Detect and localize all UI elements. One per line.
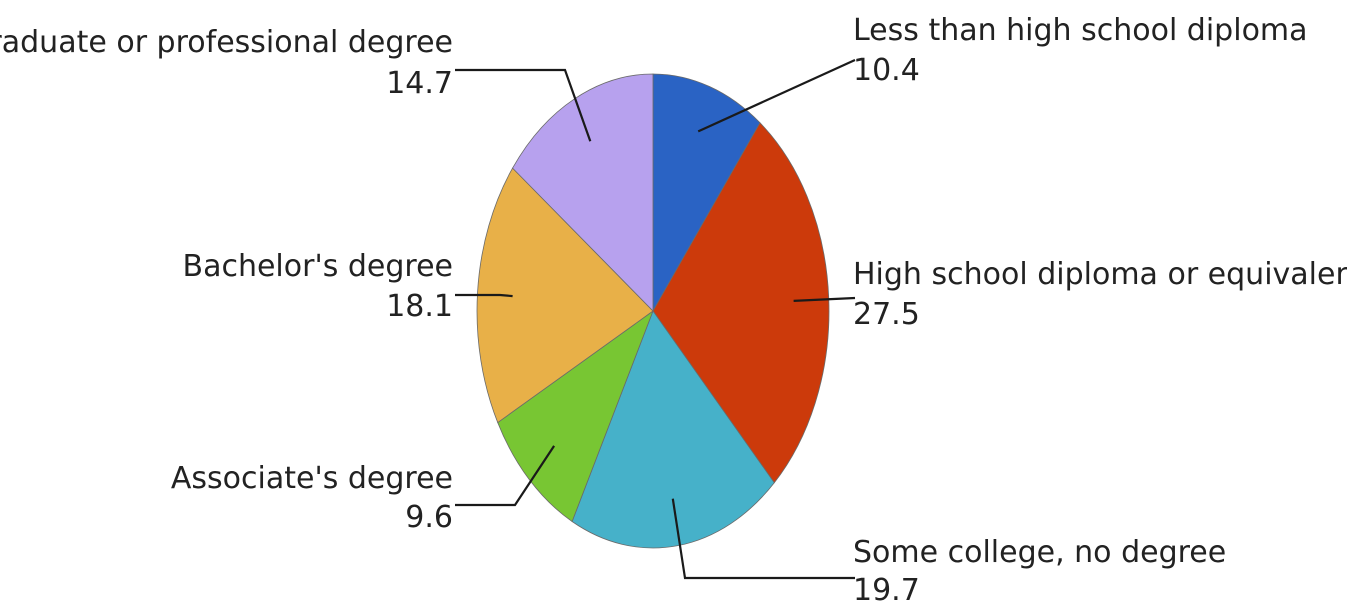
leader-lines [455,58,856,580]
value-high-school-diploma: 27.5 [853,297,920,332]
pie-slices [476,73,830,549]
pie-slice-some-college [571,310,775,549]
value-bachelors-degree: 18.1 [386,289,453,324]
label-less-than-high-school: Less than high school diploma [853,13,1308,48]
slice-labels: Less than high school diploma 10.4 High … [0,13,1347,608]
pie-slice-associates-degree [497,309,654,523]
leader-line-graduate-degree [455,68,592,142]
label-bachelors-degree: Bachelor's degree [183,249,454,284]
leader-line-associates-degree [455,445,556,507]
leader-line-bachelors-degree [455,293,513,298]
pie-slice-bachelors-degree [476,167,654,424]
label-graduate-degree: Graduate or professional degree [0,25,453,60]
leader-line-high-school-diploma [793,296,856,302]
value-graduate-degree: 14.7 [386,66,453,101]
label-some-college: Some college, no degree [853,535,1226,570]
leader-line-some-college [671,498,855,580]
label-high-school-diploma: High school diploma or equivalency [853,257,1347,292]
value-associates-degree: 9.6 [405,500,453,535]
label-associates-degree: Associate's degree [171,461,453,496]
value-some-college: 19.7 [853,573,920,608]
value-less-than-high-school: 10.4 [853,53,920,88]
pie-slice-less-than-high-school [652,73,761,313]
leader-line-less-than-high-school [697,58,856,133]
